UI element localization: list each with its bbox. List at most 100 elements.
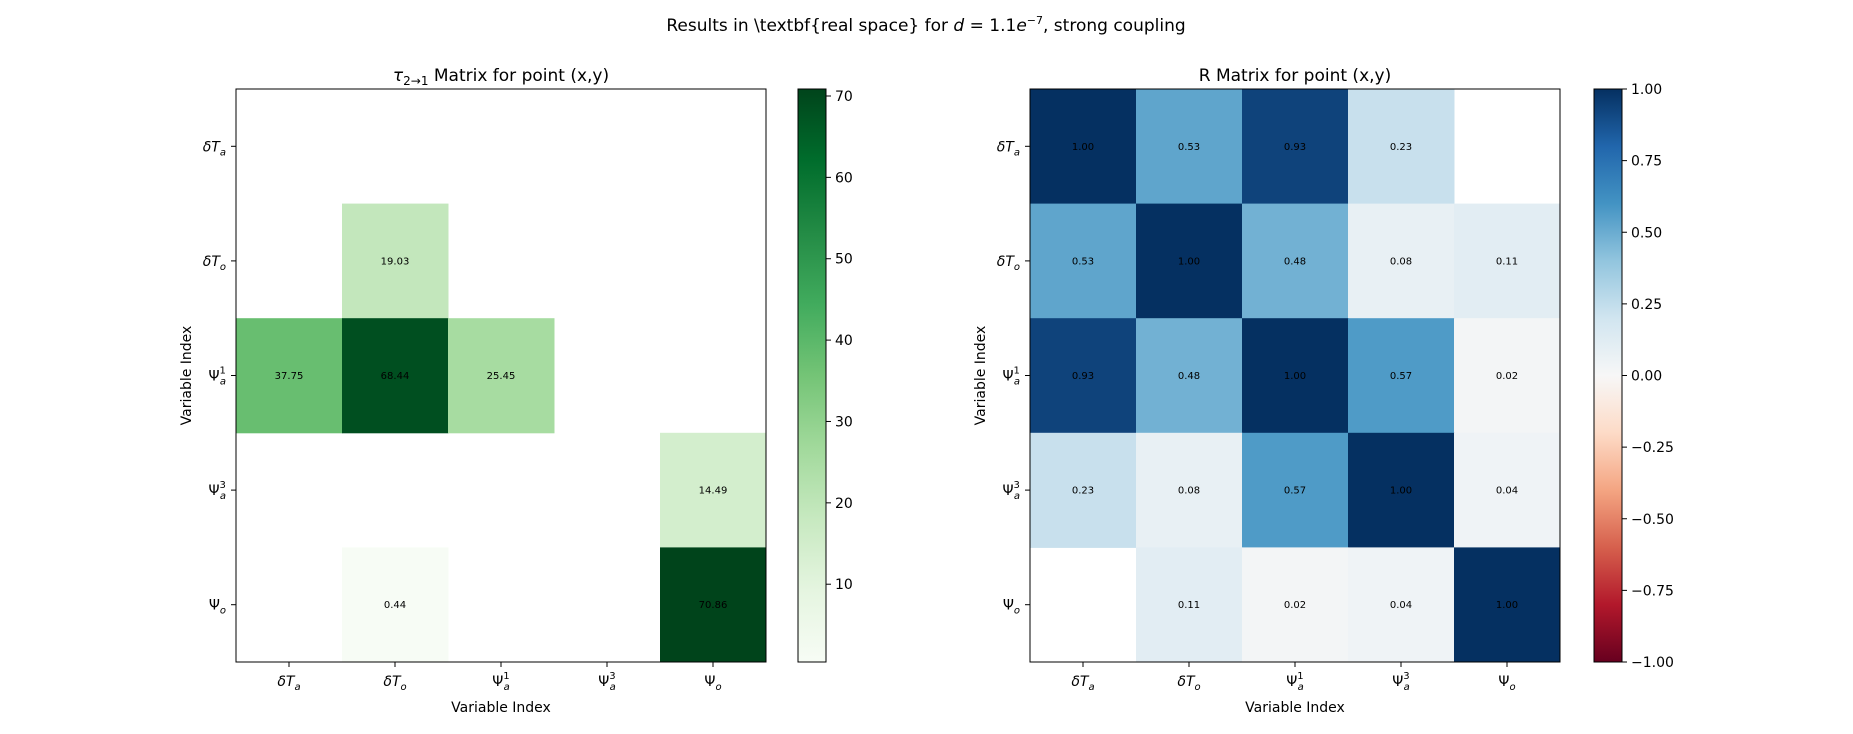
cell-value-label: 0.08 — [1178, 486, 1200, 497]
heatmap-cell — [1030, 318, 1137, 434]
cell-value-label: 0.11 — [1496, 256, 1518, 267]
heatmap-cell — [1242, 432, 1349, 548]
colorbar — [797, 88, 827, 663]
tick-label: δTo — [1177, 674, 1200, 693]
heatmap-cell — [1136, 318, 1243, 434]
colorbar-tick-label: 0.50 — [1631, 225, 1662, 241]
cell-value-label: 0.48 — [1284, 256, 1306, 267]
heatmap-cell — [1242, 89, 1349, 205]
x-axis-label: Variable Index — [451, 700, 551, 716]
colorbar-tick-label: 70 — [835, 89, 853, 105]
heatmap-cell — [1454, 203, 1561, 319]
subplot-title: R Matrix for point (x,y) — [1199, 66, 1391, 86]
heatmap-cell — [1348, 89, 1455, 205]
cell-value-label: 0.57 — [1284, 486, 1306, 497]
x-axis-label: Variable Index — [1245, 700, 1345, 716]
suptitle-e: e — [1016, 16, 1026, 36]
heatmap-cell — [1242, 318, 1349, 434]
heatmap-cell — [1030, 203, 1137, 319]
colorbar-tick-label: −0.75 — [1631, 583, 1674, 599]
heatmap-cell — [1242, 203, 1349, 319]
heatmap-cell — [1136, 203, 1243, 319]
tick-label: δTa — [1071, 674, 1094, 693]
r-matrix-panel: 1.00 0.53 0.93 0.23 0.53 1.00 0.48 0.08 0.11 0.93… — [973, 66, 1674, 716]
heatmap-cell — [660, 432, 767, 548]
heatmap-cell — [1348, 432, 1455, 548]
cell-value-label: 1.00 — [1072, 142, 1094, 153]
cell-value-label: 0.02 — [1496, 371, 1518, 382]
tick-label: Ψ1 a — [492, 671, 510, 693]
heatmap-cell — [448, 318, 555, 434]
heatmap-cell — [1454, 547, 1561, 663]
cell-value-label: 1.00 — [1178, 256, 1200, 267]
cell-value-label: 0.57 — [1390, 371, 1412, 382]
heatmap-cell — [1136, 432, 1243, 548]
cell-value-label: 1.00 — [1390, 486, 1412, 497]
colorbar-tick-label: 40 — [835, 333, 853, 349]
cell-value-label: 0.23 — [1390, 142, 1412, 153]
colorbar — [1593, 88, 1623, 663]
heatmap-cell — [1136, 547, 1243, 663]
cell-value-label: 19.03 — [381, 256, 410, 267]
cell-value-label: 0.93 — [1284, 142, 1306, 153]
suptitle-prefix: Results in \textbf{real space} for — [666, 16, 953, 36]
colorbar-tick-label: 0.25 — [1631, 297, 1662, 313]
heatmap-cell — [1030, 89, 1137, 205]
tick-label: δTa — [203, 139, 226, 158]
cell-value-label: 1.00 — [1284, 371, 1306, 382]
tick-label: Ψ3 a — [208, 480, 226, 502]
subplot-title: τ2→1 Matrix for point (x,y) — [393, 66, 609, 88]
tick-label: Ψo — [1003, 598, 1020, 617]
heatmap-cell — [236, 318, 343, 434]
heatmap-cell — [1136, 89, 1243, 205]
cell-value-label: 0.53 — [1178, 142, 1200, 153]
cell-value-label: 0.04 — [1390, 600, 1412, 611]
cell-value-label: 0.53 — [1072, 256, 1094, 267]
colorbar-tick-label: −0.50 — [1631, 512, 1674, 528]
cell-value-label: 0.02 — [1284, 600, 1306, 611]
cell-value-label: 0.48 — [1178, 371, 1200, 382]
heatmap-cell — [342, 203, 449, 319]
tau-matrix-panel: 19.03 37.75 68.44 25.45 14.49 0.44 70.86 δTa δTa… — [179, 66, 853, 716]
cell-value-label: 0.23 — [1072, 486, 1094, 497]
colorbar-tick-label: 60 — [835, 170, 853, 186]
colorbar-tick-label: 30 — [835, 414, 853, 430]
heatmap-cell — [1242, 547, 1349, 663]
colorbar-tick-label: 50 — [835, 252, 853, 268]
tick-label: Ψ1 a — [1286, 671, 1304, 693]
heatmap-cell — [1348, 203, 1455, 319]
colorbar-tick-label: 0.00 — [1631, 369, 1662, 385]
cell-value-label: 0.04 — [1496, 486, 1518, 497]
tick-label: Ψo — [209, 598, 226, 617]
colorbar-tick-label: 10 — [835, 577, 853, 593]
heatmap-cell — [1454, 432, 1561, 548]
heatmap-cell — [1348, 547, 1455, 663]
heatmap-cell — [1454, 318, 1561, 434]
tick-label: Ψo — [1498, 674, 1515, 693]
cell-value-label: 25.45 — [487, 371, 516, 382]
heatmap-cell — [1030, 432, 1137, 548]
tick-label: δTo — [997, 254, 1020, 273]
cell-value-label: 37.75 — [275, 371, 304, 382]
cell-value-label: 68.44 — [381, 371, 410, 382]
heatmap-cell — [660, 547, 767, 663]
heatmap-cell — [342, 547, 449, 663]
tick-label: δTo — [383, 674, 406, 693]
colorbar-tick-label: 0.75 — [1631, 154, 1662, 170]
y-axis-label: Variable Index — [973, 326, 989, 426]
colorbar-tick-label: 20 — [835, 496, 853, 512]
suptitle-eq: = 1.1 — [964, 16, 1016, 36]
cell-value-label: 0.44 — [384, 600, 406, 611]
suptitle-d: d — [953, 16, 964, 36]
colorbar-tick-label: −0.25 — [1631, 440, 1674, 456]
colorbar-tick-label: −1.00 — [1631, 655, 1674, 671]
tick-label: Ψ3 a — [1392, 671, 1410, 693]
cell-value-label: 70.86 — [699, 600, 728, 611]
suptitle-suffix: , strong coupling — [1043, 16, 1186, 36]
tick-label: δTa — [997, 139, 1020, 158]
cell-value-label: 14.49 — [699, 486, 728, 497]
cell-value-label: 0.11 — [1178, 600, 1200, 611]
tick-label: Ψ1 a — [1002, 366, 1020, 388]
y-axis-label: Variable Index — [179, 326, 195, 426]
